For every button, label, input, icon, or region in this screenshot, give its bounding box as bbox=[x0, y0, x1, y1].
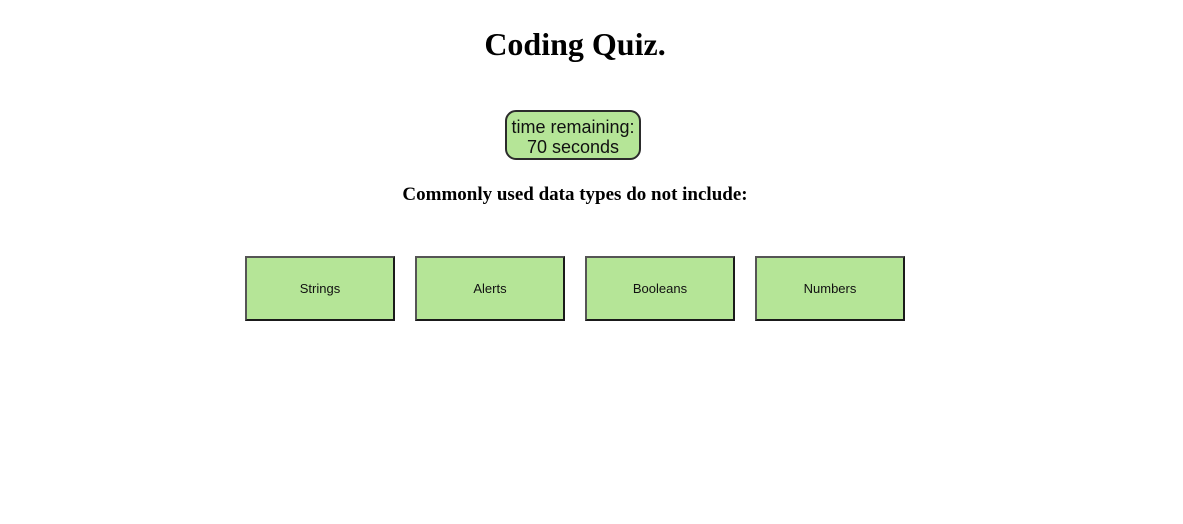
answer-button-numbers[interactable]: Numbers bbox=[755, 256, 905, 321]
timer-box: time remaining: 70 seconds bbox=[505, 110, 641, 160]
timer-label: time remaining: bbox=[511, 117, 635, 137]
answer-button-strings[interactable]: Strings bbox=[245, 256, 395, 321]
timer-value: 70 seconds bbox=[526, 137, 620, 157]
answer-button-booleans[interactable]: Booleans bbox=[585, 256, 735, 321]
answer-options: Strings Alerts Booleans Numbers bbox=[245, 256, 905, 321]
question-text: Commonly used data types do not include: bbox=[402, 184, 748, 205]
page-title: Coding Quiz. bbox=[484, 26, 666, 62]
answer-button-alerts[interactable]: Alerts bbox=[415, 256, 565, 321]
